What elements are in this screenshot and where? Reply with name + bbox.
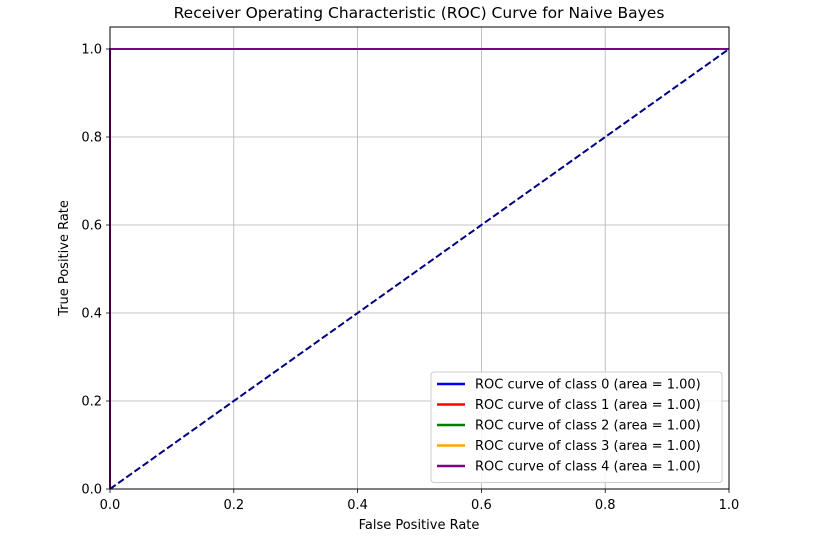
- legend-label-class-3: ROC curve of class 3 (area = 1.00): [475, 439, 701, 454]
- x-tick-label: 0.2: [223, 498, 244, 513]
- x-tick-label: 0.0: [100, 498, 121, 513]
- x-tick-label: 0.8: [595, 498, 616, 513]
- x-axis: 0.0 0.2 0.4 0.6 0.8 1.0: [100, 489, 740, 513]
- y-tick-label: 0.2: [81, 395, 102, 410]
- y-tick-label: 0.4: [81, 307, 102, 322]
- y-tick-label: 0.8: [81, 131, 102, 146]
- legend-label-class-1: ROC curve of class 1 (area = 1.00): [475, 398, 701, 413]
- y-axis-label: True Positive Rate: [57, 200, 72, 317]
- reference-diagonal-line: [109, 48, 730, 490]
- y-tick-label: 1.0: [81, 43, 102, 58]
- plot-frame: [109, 26, 730, 490]
- legend-label-class-0: ROC curve of class 0 (area = 1.00): [475, 378, 701, 393]
- x-axis-label: False Positive Rate: [359, 518, 480, 533]
- legend: ROC curve of class 0 (area = 1.00) ROC cu…: [430, 371, 723, 483]
- x-tick-label: 1.0: [719, 498, 740, 513]
- x-tick-label: 0.4: [347, 498, 368, 513]
- y-tick-label: 0.0: [81, 483, 102, 498]
- legend-label-class-2: ROC curve of class 2 (area = 1.00): [475, 419, 701, 434]
- y-axis: 0.0 0.2 0.4 0.6 0.8 1.0: [81, 43, 110, 498]
- legend-label-class-4: ROC curve of class 4 (area = 1.00): [475, 460, 701, 475]
- x-tick-label: 0.6: [471, 498, 492, 513]
- y-tick-label: 0.6: [81, 219, 102, 234]
- chart-title: Receiver Operating Characteristic (ROC) …: [174, 4, 665, 22]
- legend-box: [430, 371, 723, 483]
